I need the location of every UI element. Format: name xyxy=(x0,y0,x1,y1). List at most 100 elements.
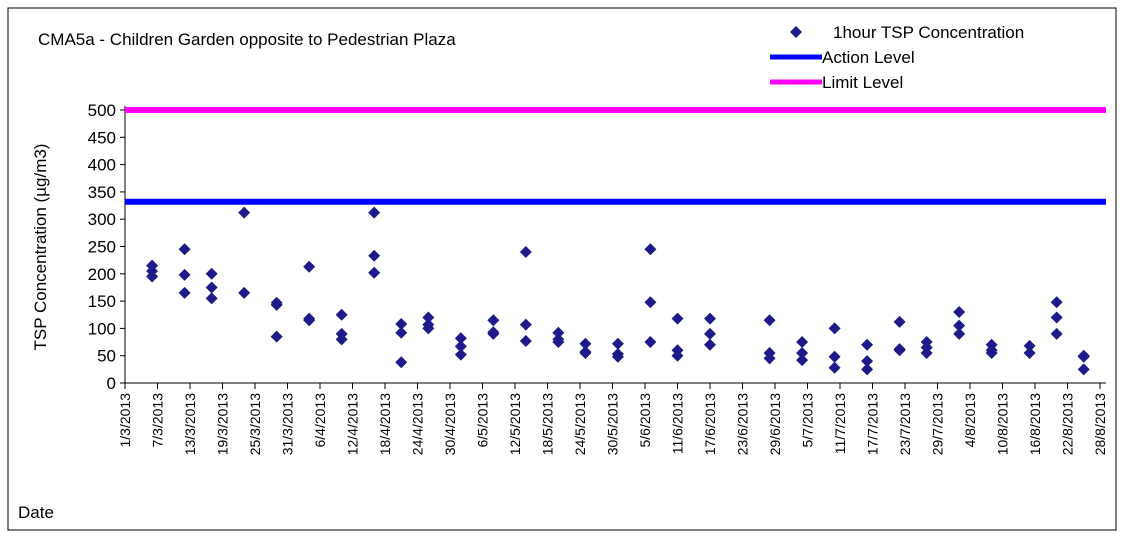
data-point xyxy=(1023,339,1036,352)
y-tick-label: 100 xyxy=(88,319,116,338)
y-tick-label: 300 xyxy=(88,210,116,229)
y-tick-label: 150 xyxy=(88,292,116,311)
data-point xyxy=(763,314,776,327)
data-point xyxy=(395,356,408,369)
x-tick-label: 7/3/2013 xyxy=(150,393,166,448)
x-tick-label: 10/8/2013 xyxy=(995,393,1011,455)
data-point xyxy=(1050,327,1063,340)
x-tick-label: 28/8/2013 xyxy=(1092,393,1108,455)
x-tick-label: 12/5/2013 xyxy=(507,393,523,455)
data-point xyxy=(368,266,381,279)
data-point xyxy=(920,346,933,359)
x-tick-label: 30/4/2013 xyxy=(442,393,458,455)
x-tick-label: 25/3/2013 xyxy=(247,393,263,455)
x-axis-label: Date xyxy=(18,503,54,522)
data-point xyxy=(828,350,841,363)
data-point xyxy=(519,318,532,331)
data-point xyxy=(893,315,906,328)
data-point xyxy=(395,318,408,331)
y-tick-label: 0 xyxy=(107,374,116,393)
data-point xyxy=(422,322,435,335)
data-point xyxy=(644,296,657,309)
data-point xyxy=(763,352,776,365)
data-point xyxy=(178,286,191,299)
data-point xyxy=(270,330,283,343)
y-tick-label: 500 xyxy=(88,101,116,120)
x-tick-label: 13/3/2013 xyxy=(182,393,198,455)
data-point xyxy=(704,312,716,325)
legend-label: Action Level xyxy=(822,48,915,67)
data-point xyxy=(368,249,381,262)
data-point xyxy=(335,308,348,321)
x-tick-label: 23/7/2013 xyxy=(897,393,913,455)
chart-title: CMA5a - Children Garden opposite to Pede… xyxy=(38,30,456,49)
data-point xyxy=(1077,350,1090,363)
data-point xyxy=(704,338,716,351)
x-tick-label: 22/8/2013 xyxy=(1060,393,1076,455)
x-tick-label: 16/8/2013 xyxy=(1027,393,1043,455)
x-tick-label: 5/7/2013 xyxy=(800,393,816,448)
data-point xyxy=(552,336,565,349)
y-axis-label: TSP Concentration (µg/m3) xyxy=(31,144,50,351)
data-point xyxy=(671,312,684,325)
y-tick-label: 250 xyxy=(88,238,116,257)
data-point xyxy=(644,336,657,349)
data-point xyxy=(611,350,624,363)
x-tick-label: 19/3/2013 xyxy=(215,393,231,455)
data-point xyxy=(1023,346,1036,359)
x-tick-label: 17/6/2013 xyxy=(702,393,718,455)
data-point xyxy=(454,348,467,361)
y-tick-label: 200 xyxy=(88,265,116,284)
data-point xyxy=(611,337,624,350)
data-point xyxy=(178,243,191,256)
data-point xyxy=(205,292,218,305)
y-tick-label: 50 xyxy=(97,347,116,366)
data-point xyxy=(519,334,532,347)
data-point xyxy=(238,286,251,299)
x-tick-label: 23/6/2013 xyxy=(735,393,751,455)
legend-label: Limit Level xyxy=(822,73,903,92)
data-point xyxy=(861,363,874,376)
x-tick-label: 30/5/2013 xyxy=(605,393,621,455)
data-point xyxy=(205,281,218,294)
data-point xyxy=(552,326,565,339)
data-point xyxy=(644,243,657,256)
data-point xyxy=(985,346,998,359)
legend-swatch xyxy=(790,26,802,38)
legend-label: 1hour TSP Concentration xyxy=(833,23,1024,42)
x-tick-label: 12/4/2013 xyxy=(345,393,361,455)
y-tick-label: 450 xyxy=(88,128,116,147)
data-point xyxy=(303,314,316,327)
data-point xyxy=(579,337,592,350)
data-point xyxy=(953,319,966,332)
y-tick-label: 350 xyxy=(88,183,116,202)
x-tick-label: 11/7/2013 xyxy=(832,393,848,454)
data-point xyxy=(828,322,841,335)
data-point xyxy=(519,245,532,258)
data-point xyxy=(704,327,716,340)
data-point xyxy=(395,326,408,339)
x-tick-label: 29/6/2013 xyxy=(767,393,783,455)
data-point xyxy=(861,338,874,351)
data-point xyxy=(1050,311,1063,324)
y-tick-label: 400 xyxy=(88,156,116,175)
data-point xyxy=(893,344,906,357)
data-point xyxy=(454,340,467,353)
x-tick-label: 1/3/2013 xyxy=(117,393,133,448)
x-tick-label: 4/8/2013 xyxy=(962,393,978,448)
data-point xyxy=(953,327,966,340)
data-point xyxy=(861,355,874,368)
data-point xyxy=(828,361,841,374)
data-point xyxy=(1077,363,1090,376)
data-point xyxy=(178,268,191,281)
x-tick-label: 5/6/2013 xyxy=(637,393,653,448)
data-point xyxy=(487,314,500,327)
data-point xyxy=(335,333,348,346)
x-tick-label: 31/3/2013 xyxy=(280,393,296,455)
data-point xyxy=(1050,296,1063,309)
x-tick-label: 6/4/2013 xyxy=(312,393,328,448)
x-tick-label: 11/6/2013 xyxy=(670,393,686,454)
data-point xyxy=(205,267,218,280)
data-point xyxy=(368,206,381,219)
